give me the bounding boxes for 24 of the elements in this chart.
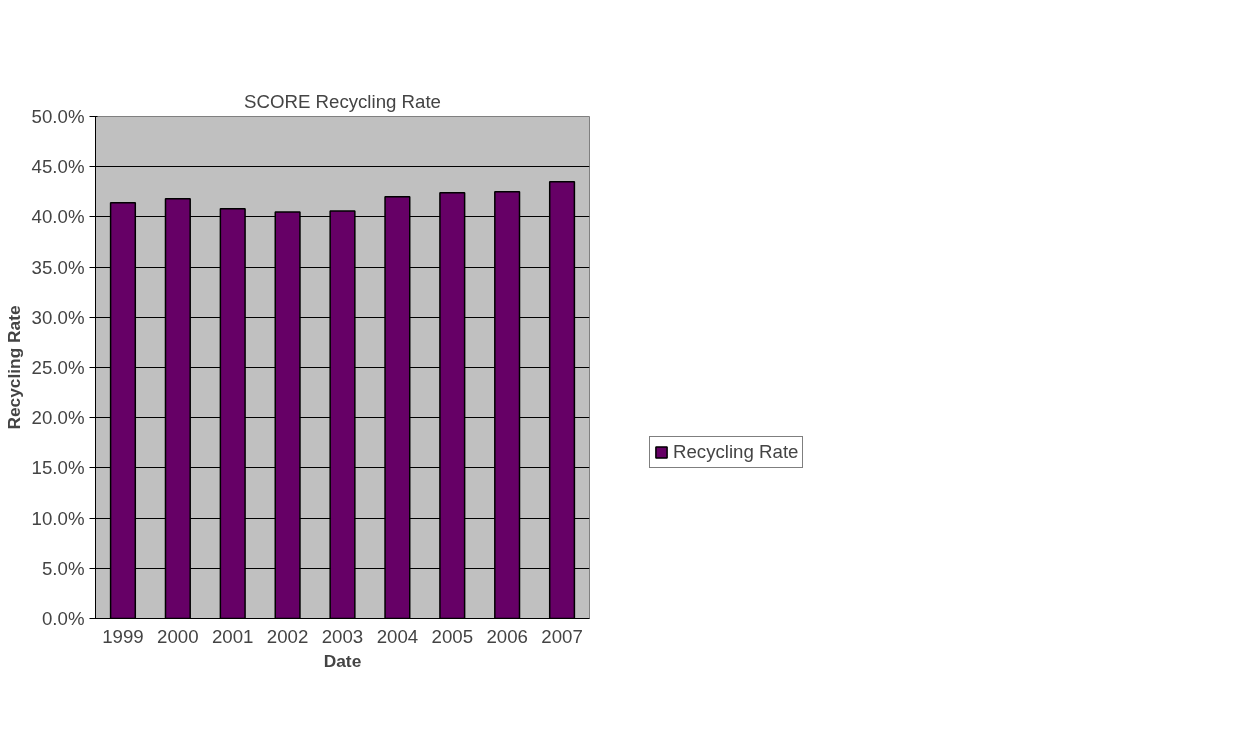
legend-label: Recycling Rate [673, 441, 799, 463]
y-tick-label: 0.0% [41, 608, 85, 629]
x-tick-label: 2003 [321, 625, 364, 647]
x-tick-label: 2004 [376, 625, 419, 647]
x-tick-label: 1999 [102, 625, 144, 647]
y-tick-label: 20.0% [31, 407, 85, 429]
x-tick-label: 2007 [541, 625, 583, 647]
x-tick-label: 2001 [211, 625, 254, 647]
y-tick-label: 25.0% [31, 357, 85, 378]
y-tick-label: 35.0% [31, 256, 85, 278]
y-tick-label: 15.0% [31, 457, 85, 479]
x-tick-label: 2002 [266, 625, 309, 647]
y-tick-label: 5.0% [41, 557, 85, 579]
x-axis-title: Date [323, 650, 362, 671]
y-axis-title: Recycling Rate [3, 305, 24, 430]
y-tick-label: 30.0% [31, 306, 85, 328]
chart-title: SCORE Recycling Rate [244, 90, 441, 112]
x-tick-label: 2006 [486, 625, 528, 647]
y-tick-label: 10.0% [31, 507, 85, 529]
x-tick-label: 2005 [431, 625, 474, 647]
y-tick-label: 50.0% [31, 106, 85, 127]
x-tick-label: 2000 [157, 625, 199, 647]
y-tick-label: 40.0% [31, 206, 85, 228]
y-tick-label: 45.0% [31, 156, 85, 178]
